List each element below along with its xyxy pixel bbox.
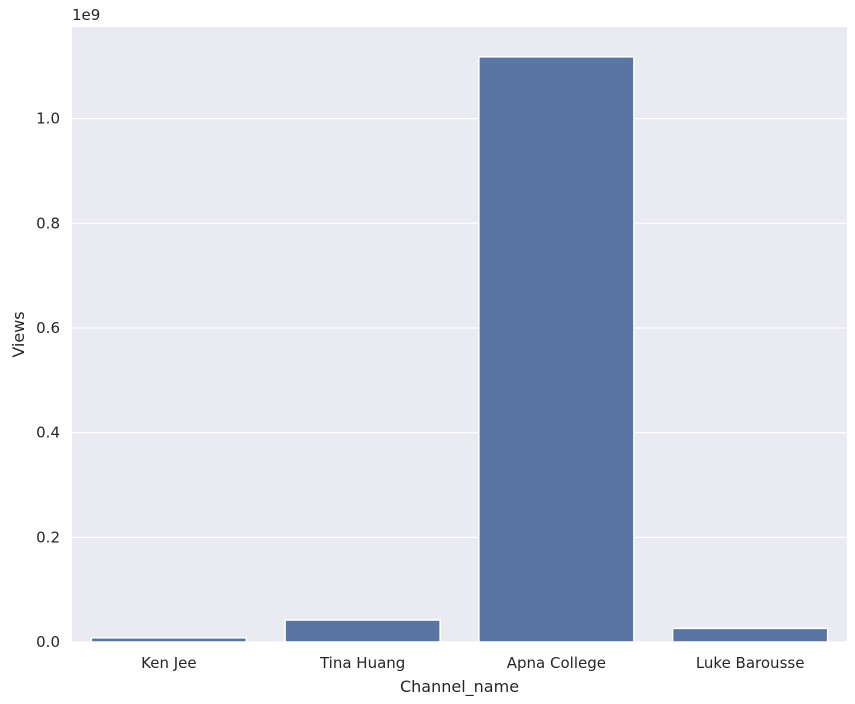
- bar: [673, 628, 828, 642]
- x-tick-label: Apna College: [507, 654, 606, 672]
- y-offset-label: 1e9: [72, 6, 100, 24]
- bar: [479, 57, 634, 642]
- y-tick-label: 0.0: [36, 633, 60, 651]
- x-tick-labels: Ken Jee Tina Huang Apna College Luke Barous…: [141, 654, 804, 672]
- y-tick-label: 0.4: [36, 424, 60, 442]
- y-tick-label: 1.0: [36, 110, 60, 128]
- bar: [285, 620, 440, 642]
- y-axis-label: Views: [9, 311, 28, 357]
- y-tick-label: 0.8: [36, 214, 60, 232]
- y-tick-labels: 0.0 0.2 0.4 0.6 0.8 1.0: [36, 110, 60, 651]
- y-tick-label: 0.2: [36, 528, 60, 546]
- y-tick-label: 0.6: [36, 319, 60, 337]
- x-tick-label: Tina Huang: [319, 654, 405, 672]
- x-tick-label: Ken Jee: [141, 654, 196, 672]
- plot-area: [72, 27, 847, 642]
- x-axis-label: Channel_name: [400, 677, 519, 697]
- x-tick-label: Luke Barousse: [696, 654, 805, 672]
- bar: [91, 638, 246, 642]
